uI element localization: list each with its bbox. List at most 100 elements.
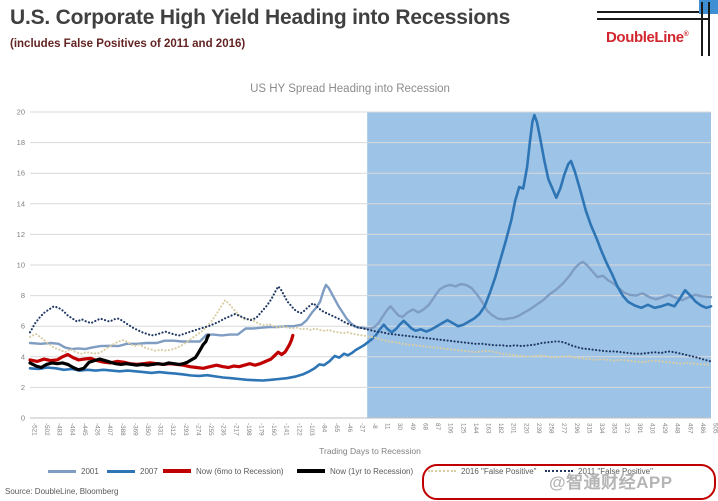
x-tick-label: 353 [611,423,618,434]
y-tick-label: 2 [21,383,25,392]
series-line [28,299,713,367]
y-tick-label: 14 [17,199,25,208]
legend-swatch [297,469,325,473]
legend-swatch [107,469,135,473]
x-tick-label: 315 [585,423,592,434]
x-tick-label: -331 [157,423,164,436]
x-tick-label: 68 [421,423,428,431]
legend-item: Now (1yr to Recession) [297,463,413,479]
registered-trademark-symbol: ® [683,31,689,38]
legend-label: 2001 [81,466,99,476]
legend-label: 2007 [140,466,158,476]
x-tick-label: -369 [131,423,138,436]
legend-item: 2016 "False Positive" [428,463,537,479]
x-tick-label: 239 [535,423,542,434]
y-tick-label: 12 [17,230,25,239]
legend-item: 2011 "False Positive" [545,463,653,479]
x-tick-label: 125 [459,423,466,434]
x-tick-label: 144 [472,423,479,434]
y-tick-label: 20 [17,108,25,117]
x-tick-label: -160 [270,423,277,436]
x-tick-label: 30 [396,423,403,431]
x-tick-label: 448 [674,423,681,434]
legend-swatch [428,470,456,472]
x-tick-label: -312 [169,423,176,436]
x-tick-label: 410 [648,423,655,434]
legend-label: Now (6mo to Recession) [196,466,284,476]
legend-label: Now (1yr to Recession) [330,466,414,476]
x-tick-label: 486 [699,423,706,434]
x-tick-label: -464 [68,423,75,436]
doubleline-logo-horizontal-lines [597,11,710,20]
x-tick-label: 11 [384,423,391,430]
x-tick-label: -65 [333,423,340,433]
legend-label: 2016 "False Positive" [461,466,537,476]
x-tick-label: -445 [81,423,88,436]
x-tick-label: 163 [485,423,492,434]
x-tick-label: 391 [636,423,643,434]
x-tick-label: -236 [220,423,227,436]
y-tick-label: 18 [17,138,25,147]
x-tick-label: -388 [119,423,126,436]
x-tick-label: 429 [661,423,668,434]
false-positive-annotation-oval [422,464,716,500]
x-tick-label: -483 [56,423,63,436]
legend-item: Now (6mo to Recession) [163,463,284,479]
x-tick-label: 220 [522,423,529,434]
x-tick-label: -46 [346,423,353,433]
x-tick-label: 277 [560,423,567,434]
x-tick-label: 106 [447,423,454,434]
x-tick-label: 49 [409,423,416,431]
x-tick-label: -426 [94,423,101,436]
x-tick-label: 201 [510,423,517,434]
series-line [28,333,211,372]
x-tick-label: -350 [144,423,151,436]
y-tick-label: 6 [21,322,25,331]
doubleline-logo-wordmark: DoubleLine [606,29,684,46]
x-axis-title: Trading Days to Recession [319,446,421,456]
page-subtitle: (includes False Positives of 2011 and 20… [10,38,246,50]
x-tick-label: 87 [434,423,441,431]
x-tick-label: -27 [358,423,365,433]
x-tick-label: 372 [623,423,630,434]
legend-swatch [545,470,573,472]
y-tick-label: 16 [17,169,25,178]
doubleline-logo-vertical-lines [701,2,710,56]
x-tick-label: -521 [31,423,38,436]
x-tick-label: -198 [245,423,252,436]
x-tick-label: -217 [232,423,239,436]
x-tick-label: -255 [207,423,214,436]
x-tick-label: -179 [258,423,265,436]
y-tick-label: 8 [21,291,25,300]
x-tick-label: -103 [308,423,315,436]
doubleline-logo-text: DoubleLine® [606,29,689,46]
x-tick-label: -407 [106,423,113,436]
y-tick-label: 0 [21,414,25,423]
x-tick-label: -502 [43,423,50,436]
x-tick-label: 258 [548,423,555,434]
series-line [28,260,713,351]
x-tick-label: -293 [182,423,189,436]
legend-swatch [163,469,191,473]
legend-swatch [48,469,76,473]
x-tick-label: -274 [194,423,201,436]
y-tick-label: 4 [21,352,25,361]
x-tick-label: 334 [598,423,605,434]
legend-label: 2011 "False Positive" [578,466,653,476]
source-note: Source: DoubleLine, Bloomberg [5,487,119,496]
x-tick-label: -141 [283,423,290,436]
watermark: @智通财经APP [549,473,673,492]
legend: 2001 2007 Now (6mo to Recession) Now (1yr t… [0,463,718,481]
y-tick-label: 10 [17,261,25,270]
x-tick-label: 182 [497,423,504,434]
legend-item: 2007 [107,463,158,479]
x-tick-label: -122 [295,423,302,436]
x-tick-label: -84 [321,423,328,433]
series-line [28,285,713,363]
x-tick-label: -8 [371,423,378,429]
legend-item: 2001 [48,463,99,479]
series-line [28,113,713,382]
x-tick-label: 505 [712,423,718,434]
